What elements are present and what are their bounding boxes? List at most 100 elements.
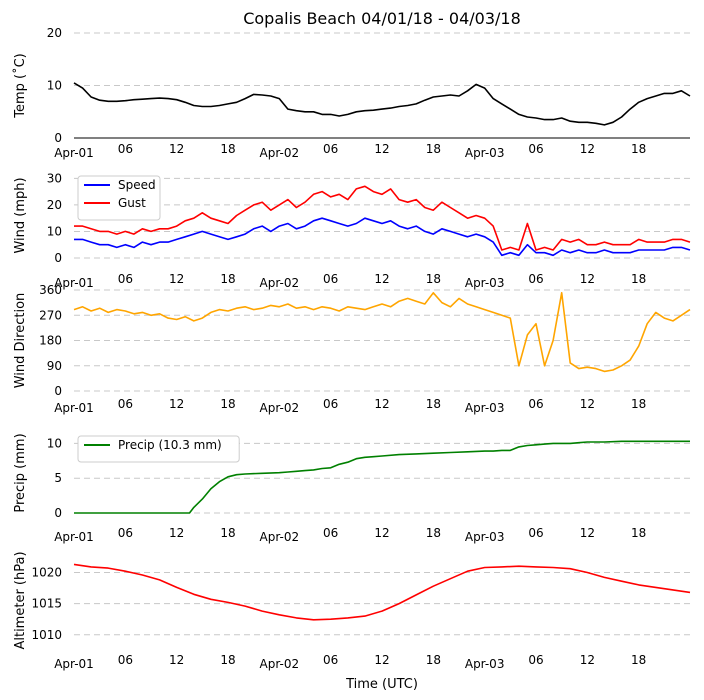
x-tick-label: 06	[528, 272, 543, 286]
x-tick-label: 18	[220, 272, 235, 286]
x-tick-label: Apr-03	[465, 276, 505, 290]
x-tick-label: 06	[118, 653, 133, 667]
chart-title: Copalis Beach 04/01/18 - 04/03/18	[243, 9, 521, 28]
x-tick-label: 18	[220, 142, 235, 156]
panel-2: 0 10 20 30 Wind (mph) Apr-01 06 12 18 Apr-02 06 12 1…	[13, 171, 691, 290]
series-line-direction	[73, 291, 691, 373]
y-tick-label: 360	[39, 283, 62, 297]
legend-box	[77, 435, 240, 463]
x-tick-label: 06	[528, 397, 543, 411]
y-tick-label: 180	[39, 334, 62, 348]
y-tick-label: 10	[47, 436, 62, 450]
x-tick-label: 18	[426, 142, 441, 156]
x-tick-label: 06	[323, 272, 338, 286]
x-tick-label: Apr-03	[465, 530, 505, 544]
x-tick-label: Apr-01	[54, 530, 94, 544]
x-tick-label: 06	[118, 397, 133, 411]
x-tick-label: Apr-03	[465, 401, 505, 415]
x-tick-label: 18	[631, 653, 646, 667]
y-tick-label: 10	[47, 224, 62, 238]
y-tick-label: 20	[47, 26, 62, 40]
x-tick-label: 18	[426, 272, 441, 286]
x-tick-label: 12	[580, 272, 595, 286]
x-tick-label: 06	[118, 526, 133, 540]
series-line-gust	[74, 185, 691, 251]
series-line-speed	[74, 217, 691, 257]
x-tick-label: 18	[220, 653, 235, 667]
x-tick-label: 06	[323, 526, 338, 540]
y-tick-label: 0	[54, 506, 62, 520]
y-axis-label: Wind (mph)	[13, 177, 28, 253]
x-tick-label: 12	[374, 526, 389, 540]
x-tick-label: 06	[118, 142, 133, 156]
legend-label: Precip (10.3 mm)	[118, 438, 222, 452]
y-tick-label: 0	[54, 251, 62, 265]
x-tick-label: Apr-01	[54, 146, 94, 160]
x-tick-label: Apr-03	[465, 657, 505, 671]
x-tick-label: 06	[323, 653, 338, 667]
panel-1: 0 10 20 Temp (˚C) Apr-01 06 12 18 Apr-02 06 12 18 Ap…	[12, 26, 691, 160]
y-tick-label: 10	[47, 79, 62, 93]
legend: Speed Gust	[77, 175, 161, 221]
legend-label: Gust	[118, 196, 146, 210]
x-tick-label: 12	[374, 142, 389, 156]
y-tick-label: 1015	[31, 597, 62, 611]
x-tick-label: 18	[426, 526, 441, 540]
y-tick-label: 20	[47, 198, 62, 212]
legend: Precip (10.3 mm)	[77, 435, 240, 463]
legend-box	[77, 175, 161, 221]
x-tick-label: 18	[426, 397, 441, 411]
x-tick-label: 18	[631, 397, 646, 411]
x-tick-label: 06	[528, 526, 543, 540]
x-tick-label: 18	[631, 526, 646, 540]
x-tick-label: 12	[169, 142, 184, 156]
x-tick-label: 18	[426, 653, 441, 667]
x-tick-label: 12	[374, 272, 389, 286]
x-tick-label: 12	[169, 653, 184, 667]
y-tick-label: 30	[47, 171, 62, 185]
x-tick-label: 18	[220, 526, 235, 540]
x-tick-label: 12	[374, 653, 389, 667]
y-axis-label: Precip (mm)	[13, 433, 28, 512]
series-line-precip-10-3-mm	[74, 440, 690, 514]
x-tick-label: 06	[528, 653, 543, 667]
x-tick-label: Apr-02	[260, 530, 300, 544]
x-tick-label: 12	[580, 653, 595, 667]
panel-3: 0 90 180 270 360 Wind Direction Apr-01 06 12 18 Ap…	[13, 283, 691, 415]
y-tick-label: 270	[39, 308, 62, 322]
series-line-temp	[73, 82, 691, 126]
y-axis-label: Wind Direction	[13, 293, 28, 389]
y-tick-label: 90	[47, 359, 62, 373]
x-axis-label: Time (UTC)	[345, 677, 418, 692]
series-line-altimeter	[73, 563, 691, 621]
x-tick-label: 06	[323, 142, 338, 156]
x-tick-label: 12	[580, 526, 595, 540]
x-tick-label: 18	[220, 397, 235, 411]
legend-label: Speed	[118, 178, 156, 192]
y-tick-label: 0	[54, 131, 62, 145]
y-axis-label: Altimeter (hPa)	[13, 551, 28, 649]
x-tick-label: Apr-01	[54, 401, 94, 415]
y-axis-label: Temp (˚C)	[12, 53, 28, 119]
x-tick-label: 06	[118, 272, 133, 286]
x-tick-label: Apr-02	[260, 657, 300, 671]
x-tick-label: Apr-01	[54, 657, 94, 671]
x-tick-label: Apr-02	[260, 401, 300, 415]
x-tick-label: 12	[580, 142, 595, 156]
x-tick-label: 12	[169, 397, 184, 411]
y-tick-label: 1010	[31, 628, 62, 642]
y-tick-label: 0	[54, 384, 62, 398]
x-tick-label: 06	[323, 397, 338, 411]
y-tick-label: 1020	[31, 565, 62, 579]
panel-4: 0 5 10 Precip (mm) Apr-01 06 12 18 Apr-02 06 12 18 A…	[13, 433, 690, 544]
x-tick-label: 12	[374, 397, 389, 411]
x-tick-label: Apr-02	[260, 146, 300, 160]
x-tick-label: 18	[631, 272, 646, 286]
x-tick-label: Apr-03	[465, 146, 505, 160]
x-tick-label: 12	[580, 397, 595, 411]
x-tick-label: 12	[169, 526, 184, 540]
x-tick-label: 06	[528, 142, 543, 156]
x-tick-label: Apr-01	[54, 276, 94, 290]
